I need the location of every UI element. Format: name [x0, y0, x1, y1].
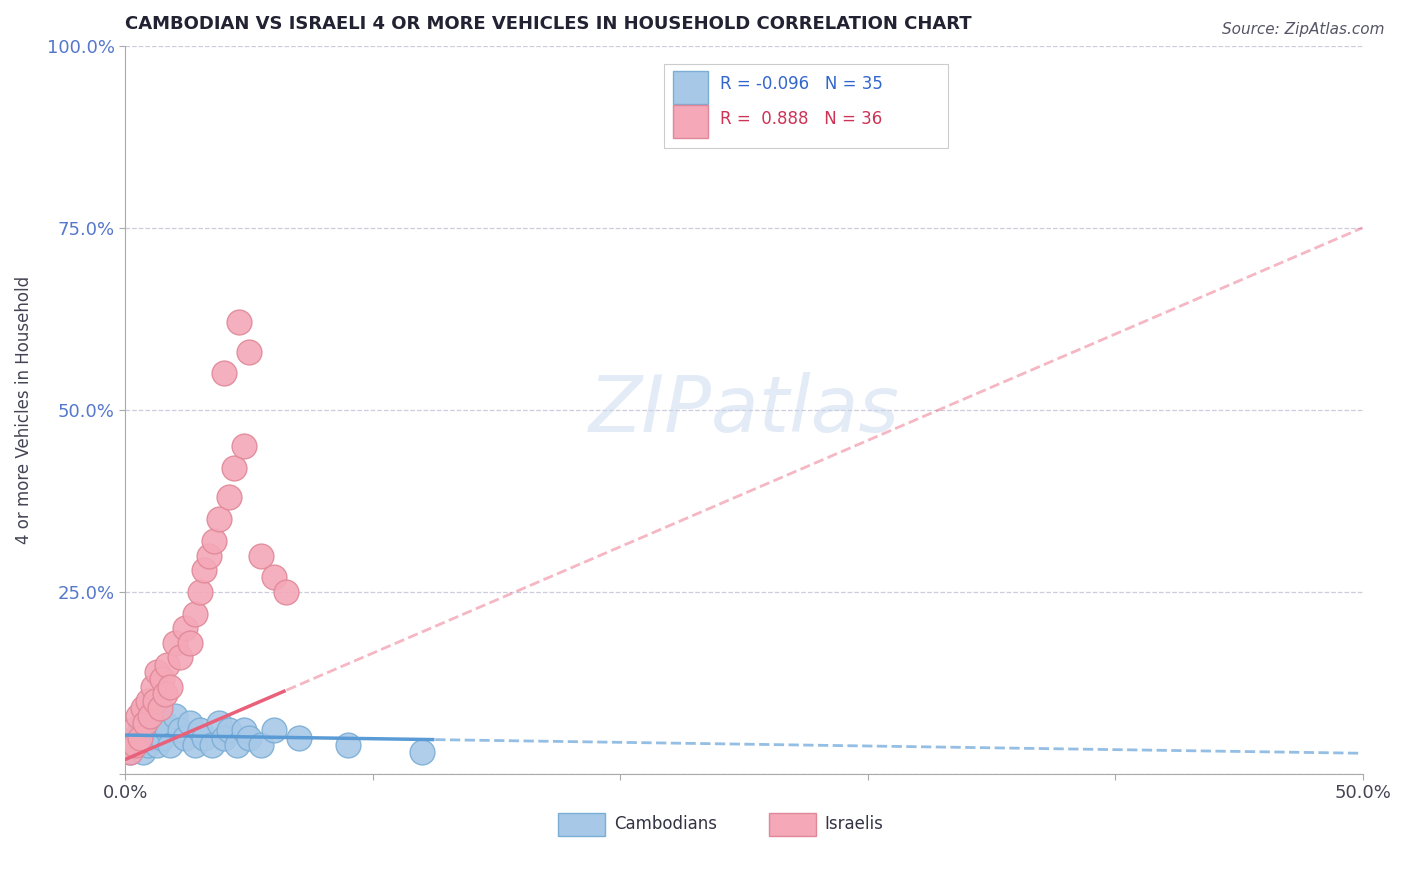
FancyBboxPatch shape [673, 71, 709, 104]
Point [238, 731, 260, 745]
Point [193, 563, 215, 577]
Y-axis label: 4 or more Vehicles in Household: 4 or more Vehicles in Household [15, 276, 32, 544]
Point [198, 549, 221, 563]
Point [233, 439, 256, 453]
Point [238, 344, 260, 359]
Point [141, 680, 163, 694]
Point [120, 745, 142, 759]
Point [233, 723, 256, 738]
Point [134, 716, 156, 731]
Point [131, 701, 153, 715]
Point [250, 549, 273, 563]
Point [179, 716, 201, 731]
Point [143, 694, 166, 708]
Point [214, 367, 236, 381]
Point [224, 461, 246, 475]
Point [136, 738, 159, 752]
Point [169, 723, 191, 738]
Point [139, 708, 162, 723]
Point [179, 636, 201, 650]
Point [208, 716, 231, 731]
Point [121, 723, 143, 738]
Point [225, 738, 247, 752]
Point [159, 738, 181, 752]
Point [250, 738, 273, 752]
Point [149, 701, 172, 715]
FancyBboxPatch shape [664, 64, 948, 148]
Point [127, 708, 149, 723]
FancyBboxPatch shape [558, 813, 606, 836]
Point [159, 680, 181, 694]
Text: ZIPatlas: ZIPatlas [589, 372, 900, 448]
Point [156, 723, 179, 738]
Point [214, 731, 236, 745]
Point [218, 723, 240, 738]
Point [124, 738, 146, 752]
Point [127, 738, 149, 752]
Point [188, 585, 211, 599]
Point [129, 731, 152, 745]
Point [129, 723, 152, 738]
Point [143, 723, 166, 738]
Point [193, 731, 215, 745]
Point [228, 315, 250, 329]
Point [152, 731, 174, 745]
Point [136, 694, 159, 708]
Text: CAMBODIAN VS ISRAELI 4 OR MORE VEHICLES IN HOUSEHOLD CORRELATION CHART: CAMBODIAN VS ISRAELI 4 OR MORE VEHICLES … [125, 15, 972, 33]
Point [183, 738, 205, 752]
Point [183, 607, 205, 621]
Point [153, 716, 176, 731]
Point [337, 738, 360, 752]
Point [146, 738, 169, 752]
Point [201, 738, 224, 752]
Text: Cambodians: Cambodians [614, 815, 717, 833]
Point [152, 673, 174, 687]
Text: R = -0.096   N = 35: R = -0.096 N = 35 [720, 75, 883, 94]
Text: R =  0.888   N = 36: R = 0.888 N = 36 [720, 110, 883, 128]
Point [188, 723, 211, 738]
Point [263, 570, 285, 584]
Point [134, 731, 156, 745]
Point [411, 745, 433, 759]
Point [287, 731, 309, 745]
Point [120, 745, 142, 759]
Point [173, 621, 195, 635]
Point [218, 490, 240, 504]
FancyBboxPatch shape [769, 813, 815, 836]
Point [163, 636, 186, 650]
Point [163, 708, 186, 723]
Point [169, 650, 191, 665]
Point [153, 687, 176, 701]
Point [208, 512, 231, 526]
Point [202, 533, 225, 548]
Point [263, 723, 285, 738]
Point [146, 665, 169, 679]
Point [131, 745, 153, 759]
Point [156, 657, 179, 672]
Point [173, 731, 195, 745]
Point [139, 716, 162, 731]
Text: Israelis: Israelis [824, 815, 883, 833]
Text: Source: ZipAtlas.com: Source: ZipAtlas.com [1222, 22, 1385, 37]
Point [276, 585, 298, 599]
Point [124, 731, 146, 745]
Point [141, 731, 163, 745]
FancyBboxPatch shape [673, 105, 709, 138]
Point [149, 708, 172, 723]
